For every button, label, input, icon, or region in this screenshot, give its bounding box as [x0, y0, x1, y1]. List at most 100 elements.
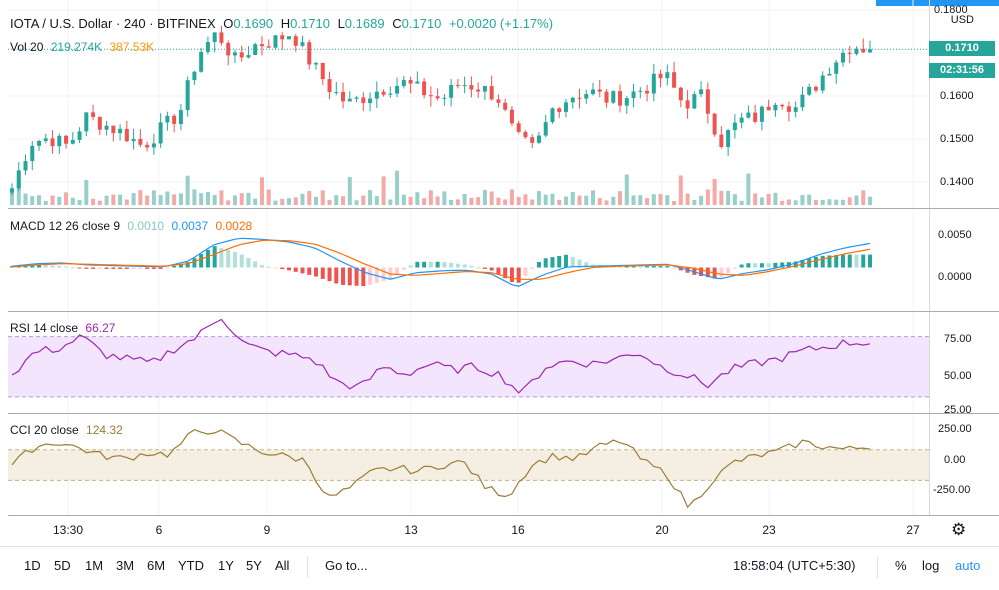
candle-body: [611, 91, 616, 103]
candle-body: [428, 95, 433, 97]
macd-histogram-bar: [280, 267, 285, 270]
volume-bar: [151, 190, 156, 205]
macd-histogram-bar: [469, 265, 474, 268]
clock-display[interactable]: 18:58:04 (UTC+5:30): [733, 558, 856, 573]
volume-bar: [374, 196, 379, 205]
timeframe-ytd[interactable]: YTD: [178, 558, 204, 573]
candle-body: [868, 49, 872, 53]
macd-histogram-bar: [631, 266, 636, 268]
cci-label[interactable]: CCI 20 close: [10, 423, 79, 437]
candle-body: [854, 48, 859, 54]
macd-histogram-bar: [185, 262, 190, 268]
rsi-label[interactable]: RSI 14 close: [10, 321, 79, 335]
volume-bar: [226, 200, 231, 205]
percent-toggle[interactable]: %: [895, 558, 907, 573]
volume-bar: [307, 191, 312, 205]
volume-bar: [753, 193, 758, 205]
volume-bar: [354, 200, 359, 205]
timeframe-1d[interactable]: 1D: [24, 558, 41, 573]
pane-separator[interactable]: [8, 413, 999, 414]
volume-bar: [428, 190, 433, 205]
volume-bar: [178, 193, 183, 205]
volume-bar: [719, 190, 724, 205]
volume-bar: [212, 194, 217, 205]
timeframe-5d[interactable]: 5D: [54, 558, 71, 573]
settings-gear-icon[interactable]: ⚙: [951, 520, 967, 539]
macd-axis[interactable]: [929, 209, 999, 311]
volume-bar: [449, 199, 454, 205]
volume-bar: [759, 197, 764, 205]
auto-toggle[interactable]: auto: [955, 558, 981, 573]
timeframe-5y[interactable]: 5Y: [246, 558, 262, 573]
candle-body: [374, 91, 379, 99]
timeframe-1m[interactable]: 1M: [85, 558, 104, 573]
candle-body: [766, 106, 771, 111]
cci-axis[interactable]: [929, 414, 999, 515]
macd-value: 0.0037: [171, 219, 209, 233]
rsi-axis[interactable]: [929, 312, 999, 413]
candle-body: [253, 44, 258, 56]
cci-tick: 250.00: [938, 423, 972, 435]
candle-body: [800, 94, 805, 108]
volume-bar: [253, 198, 258, 205]
pane-separator[interactable]: [8, 208, 999, 209]
x-tick: 16: [511, 523, 525, 537]
volume-bar: [422, 198, 427, 205]
macd-legend: MACD 12 26 close 9 0.0010 0.0037 0.0028: [10, 219, 256, 233]
macd-histogram-bar: [847, 254, 852, 268]
l-label: L: [337, 16, 345, 31]
volume-bar: [205, 191, 210, 205]
volume-bar: [543, 194, 548, 205]
symbol-title[interactable]: IOTA / U.S. Dollar · 240 · BITFINEX: [10, 16, 216, 31]
macd-histogram-bar: [165, 267, 170, 269]
macd-histogram-bar: [178, 263, 183, 268]
goto-button[interactable]: Go to...: [325, 558, 368, 573]
volume-label[interactable]: Vol 20: [10, 40, 44, 54]
macd-histogram-bar: [496, 267, 501, 275]
macd-label[interactable]: MACD 12 26 close 9: [10, 219, 121, 233]
change-value: +0.0020 (+1.17%): [448, 16, 554, 31]
timeframe-1y[interactable]: 1Y: [218, 558, 234, 573]
timeframe-all[interactable]: All: [275, 558, 290, 573]
volume-bar: [726, 190, 731, 205]
volume-bar: [820, 200, 825, 205]
volume-bar: [503, 199, 508, 205]
candle-body: [57, 135, 62, 147]
macd-histogram-bar: [435, 261, 440, 268]
price-axis[interactable]: USD: [929, 0, 999, 208]
candle-body: [30, 145, 35, 162]
candle-body: [300, 42, 305, 46]
volume-bar: [131, 193, 136, 205]
candle-body: [469, 85, 474, 90]
volume-bar: [455, 199, 460, 205]
timeframe-3m[interactable]: 3M: [116, 558, 135, 573]
candle-body: [692, 94, 697, 109]
rsi-band: [8, 336, 929, 397]
macd-histogram-bar: [753, 263, 758, 268]
volume-bar: [739, 200, 744, 205]
cci-tick: -250.00: [933, 484, 971, 496]
timeframe-6m[interactable]: 6M: [147, 558, 166, 573]
macd-histogram-bar: [212, 246, 217, 268]
volume-bar: [334, 195, 339, 205]
macd-histogram-bar: [388, 267, 393, 280]
candle-body: [732, 122, 737, 131]
candle-body: [16, 170, 21, 189]
candle-body: [307, 42, 312, 65]
macd-histogram-bar: [672, 267, 677, 269]
volume-bar: [807, 194, 812, 205]
candle-body: [442, 97, 447, 99]
rsi-legend: RSI 14 close 66.27: [10, 321, 119, 335]
log-toggle[interactable]: log: [922, 558, 940, 573]
volume-bar: [489, 191, 494, 205]
candle-body: [482, 86, 487, 92]
candle-body: [347, 98, 352, 102]
candle-body: [422, 81, 427, 96]
pane-separator[interactable]: [8, 311, 999, 312]
candle-body: [77, 131, 82, 140]
macd-histogram-bar: [138, 267, 143, 269]
cci-value: 124.32: [86, 423, 123, 437]
macd-histogram-bar: [543, 258, 548, 268]
candle-body: [415, 81, 420, 84]
